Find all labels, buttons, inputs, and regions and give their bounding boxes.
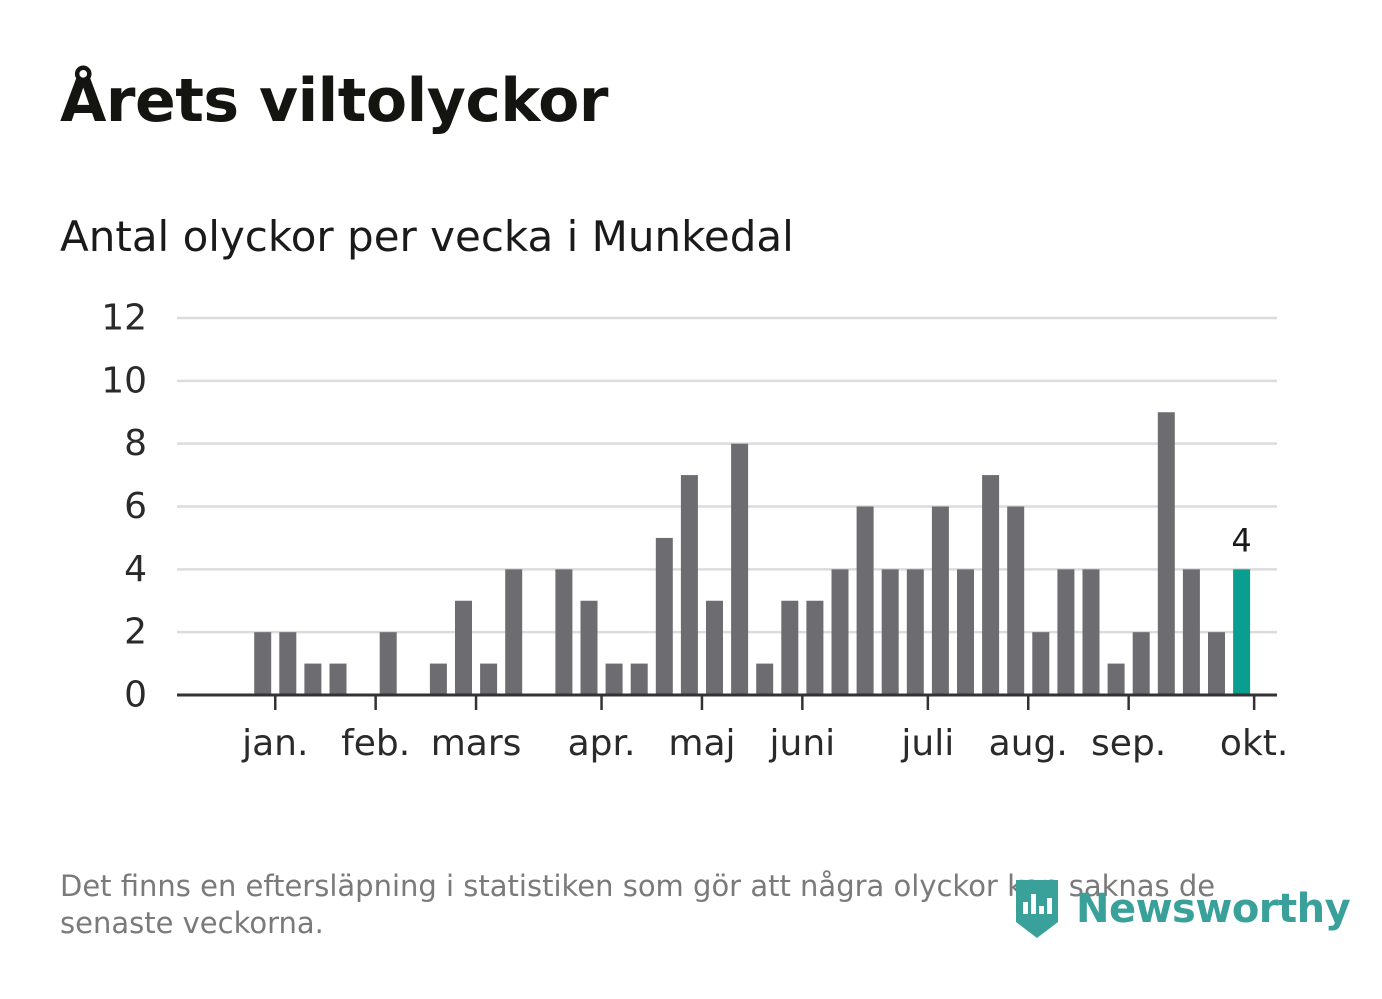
bar (254, 632, 272, 695)
bar (906, 569, 924, 695)
bars (254, 412, 1251, 695)
bar (856, 506, 874, 695)
bar (1082, 569, 1100, 695)
y-tick-label: 2 (124, 612, 147, 653)
highlight-value-label: 4 (1231, 521, 1251, 559)
y-tick-label: 4 (124, 549, 147, 590)
bar (1182, 569, 1200, 695)
bar (982, 475, 1000, 695)
bar (781, 600, 799, 695)
bar (831, 569, 849, 695)
bar (605, 663, 623, 695)
bar (1057, 569, 1075, 695)
x-tick-label: okt. (1220, 723, 1288, 764)
bar (756, 663, 774, 695)
y-tick-label: 10 (101, 360, 147, 401)
bar (680, 475, 698, 695)
chart-subtitle: Antal olyckor per vecka i Munkedal (60, 212, 794, 261)
bar (957, 569, 974, 695)
bar (429, 663, 447, 695)
x-axis-ticks: jan. feb. mars apr. maj juni juli aug. sep. okt. (241, 695, 1288, 764)
bar (1208, 632, 1225, 695)
newsworthy-logo-icon (1016, 880, 1058, 938)
bar (505, 569, 523, 695)
x-tick-label: sep. (1091, 723, 1166, 764)
bar (329, 663, 347, 695)
y-axis-ticks: 0 2 4 6 8 10 12 (101, 298, 147, 716)
bar (480, 663, 498, 695)
x-tick-label: juni (769, 723, 836, 764)
x-tick-label: feb. (341, 723, 410, 764)
brand-logo: Newsworthy (1012, 876, 1351, 942)
chart-title: Årets viltolyckor (60, 66, 609, 136)
bar (655, 537, 673, 695)
bar (555, 569, 573, 695)
x-tick-label: aug. (989, 723, 1068, 764)
x-tick-label: juli (900, 723, 954, 764)
bar (304, 663, 322, 695)
bar (1032, 632, 1050, 695)
bar (580, 600, 598, 695)
bar (1132, 632, 1150, 695)
y-tick-label: 8 (124, 423, 147, 464)
bar (881, 569, 899, 695)
bar (1007, 506, 1025, 695)
x-tick-label: jan. (241, 723, 308, 764)
bar-chart: 0 2 4 6 8 10 12 jan. feb. mars apr. maj juni juli aug… (101, 298, 1288, 765)
x-tick-label: maj (668, 723, 735, 764)
bar (630, 663, 648, 695)
y-tick-label: 12 (101, 298, 147, 339)
bar (931, 506, 949, 695)
y-tick-label: 6 (124, 486, 147, 527)
bar (279, 632, 297, 695)
brand-name: Newsworthy (1076, 886, 1351, 932)
bar (1157, 412, 1175, 695)
bar-highlight (1233, 569, 1251, 695)
y-tick-label: 0 (124, 675, 147, 716)
grid-lines (177, 316, 1277, 634)
bar (379, 632, 397, 695)
bar (731, 443, 749, 695)
bar (806, 600, 824, 695)
bar (1107, 663, 1125, 695)
bar (706, 600, 723, 695)
x-tick-label: mars (431, 723, 522, 764)
bar (455, 600, 472, 695)
x-tick-label: apr. (568, 723, 636, 764)
